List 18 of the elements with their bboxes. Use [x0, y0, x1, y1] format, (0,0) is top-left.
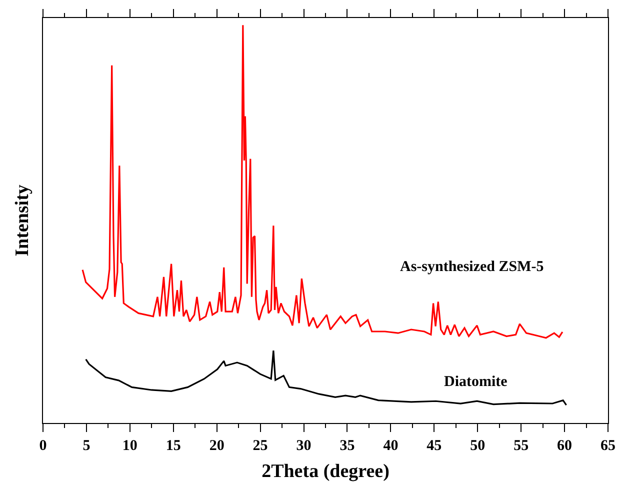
x-tick-label: 50 — [470, 438, 486, 454]
x-tick-label: 10 — [122, 438, 138, 454]
x-tick-label: 20 — [209, 438, 224, 454]
x-tick-label: 25 — [252, 438, 268, 454]
x-tick-label: 55 — [514, 438, 529, 454]
x-axis-title: 2Theta (degree) — [262, 460, 390, 482]
text: As-synthesized ZSM-5 — [400, 259, 544, 275]
x-tick-label: 45 — [426, 438, 442, 454]
x-tick-label: 60 — [557, 438, 572, 454]
x-tick-label: 40 — [383, 438, 398, 454]
y-axis-title: Intensity — [12, 184, 33, 256]
series-label: Diatomite — [444, 374, 508, 390]
x-tick-label: 15 — [166, 438, 181, 454]
x-tick-label: 35 — [340, 438, 355, 454]
x-tick-label: 5 — [82, 438, 90, 454]
x-tick-label: 65 — [600, 438, 616, 454]
x-tick-label: 30 — [296, 438, 312, 454]
x-tick-label: 0 — [39, 438, 47, 454]
